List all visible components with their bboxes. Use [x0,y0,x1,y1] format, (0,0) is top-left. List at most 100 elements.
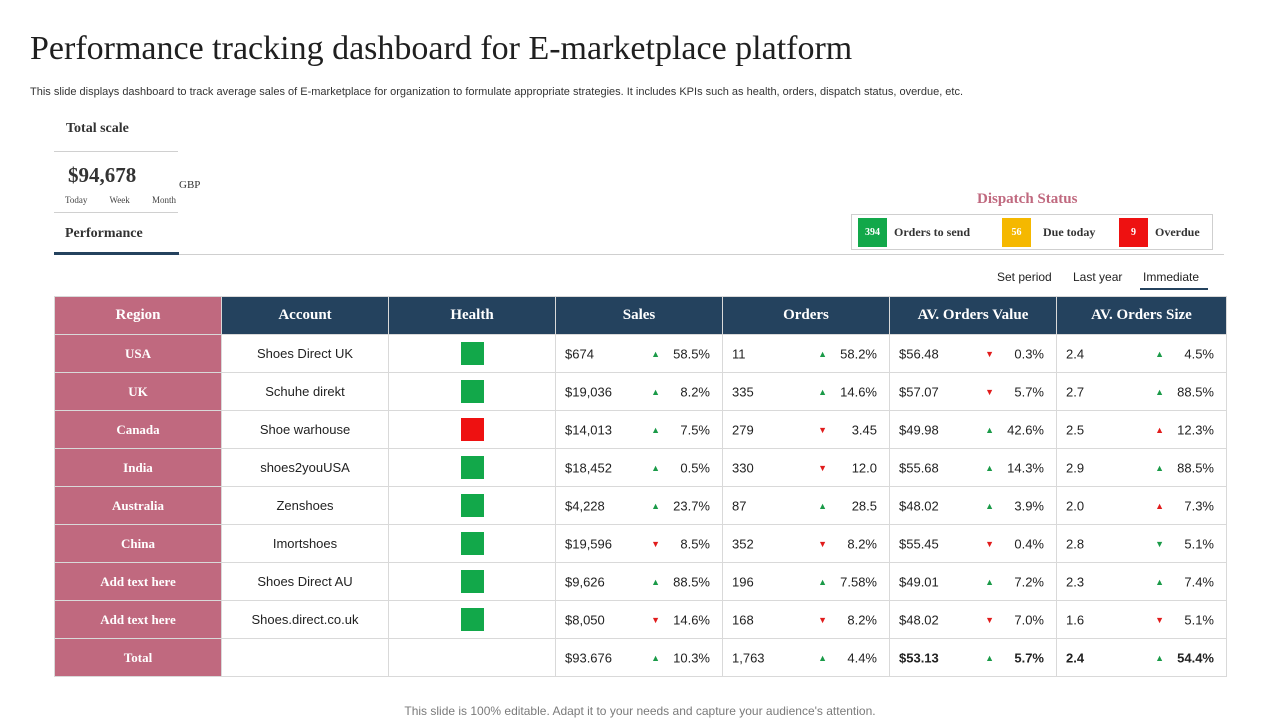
orders-cell: 352 ▼ 8.2% [722,524,890,563]
aov-cell: $49.98 ▲ 42.6% [889,410,1057,449]
column-header-av-orders-size: AV. Orders Size [1056,296,1227,335]
trend-up-icon: ▲ [1155,348,1164,359]
sales-cell: $18,452 ▲ 0.5% [555,448,723,487]
metric-change: 0.4% [1014,536,1044,551]
metric-change: 8.2% [847,536,877,551]
metric-change: 3.9% [1014,498,1044,513]
metric-value: $49.98 [899,422,939,437]
trend-up-icon: ▲ [985,500,994,511]
metric-change: 7.2% [1014,574,1044,589]
dispatch-status-title: Dispatch Status [977,191,1078,207]
health-good-indicator [460,608,484,631]
account-cell: Shoes.direct.co.uk [221,600,389,639]
metric-change: 8.2% [680,384,710,399]
health-good-indicator [460,342,484,365]
table-row: Canada Shoe warhouse $14,013 ▲ 7.5% 279 ▼ 3.45 $… [54,410,1227,449]
health-bad-indicator [460,418,484,441]
metric-value: $9,626 [565,574,605,589]
health-cell [388,562,556,601]
trend-down-icon: ▼ [818,538,827,549]
trend-down-icon: ▼ [985,614,994,625]
aos-cell: 2.3 ▲ 7.4% [1056,562,1227,601]
column-header-health: Health [388,296,556,335]
trend-up-icon: ▲ [651,652,660,663]
metric-change: 14.6% [840,384,877,399]
metric-value: 2.7 [1066,384,1085,399]
region-cell: Total [54,638,222,677]
trend-up-icon: ▲ [818,386,827,397]
metric-value: $55.68 [899,460,939,475]
trend-down-icon: ▼ [651,538,660,549]
aov-cell: $49.01 ▲ 7.2% [889,562,1057,601]
trend-up-icon: ▲ [651,386,660,397]
metric-change: 5.1% [1184,612,1214,627]
sales-cell: $8,050 ▼ 14.6% [555,600,723,639]
metric-value: 87 [732,498,747,513]
region-cell: Canada [54,410,222,449]
metric-change: 42.6% [1007,422,1044,437]
metric-change: 88.5% [1177,460,1214,475]
period-month[interactable]: Month [151,195,176,205]
orders-to-send-badge: 394 [858,218,887,247]
health-good-indicator [460,456,484,479]
region-cell: Add text here [54,600,222,639]
due-today-label: Due today [1043,225,1096,239]
total-scale-periods: Today Week Month [65,195,196,205]
performance-tab[interactable]: Performance [65,226,143,241]
trend-up-icon: ▲ [818,500,827,511]
health-cell [388,372,556,411]
metric-value: $55.45 [899,536,939,551]
metric-change: 8.5% [680,536,710,551]
metric-change: 28.5 [851,498,877,513]
trend-down-icon: ▼ [651,614,660,625]
health-cell [388,410,556,449]
aov-cell: $56.48 ▼ 0.3% [889,334,1057,373]
page-subtitle: This slide displays dashboard to track a… [30,86,964,98]
trend-up-icon: ▲ [985,576,994,587]
metric-value: $19,596 [565,536,612,551]
metric-change: 4.5% [1184,346,1214,361]
health-good-indicator [460,570,484,593]
trend-up-icon: ▲ [651,500,660,511]
tab-set-period[interactable]: Set period [997,270,1052,284]
metric-change: 58.5% [673,346,710,361]
column-header-av-orders-value: AV. Orders Value [889,296,1057,335]
account-cell: Imortshoes [221,524,389,563]
health-good-indicator [460,532,484,555]
metric-value: $93.676 [565,650,612,665]
account-cell: Zenshoes [221,486,389,525]
orders-cell: 11 ▲ 58.2% [722,334,890,373]
total-scale-value: $94,678 [68,163,137,187]
total-scale-currency: GBP [179,179,201,191]
metric-value: $674 [565,346,594,361]
trend-up-icon: ▲ [651,348,660,359]
table-row: Add text here Shoes.direct.co.uk $8,050 ▼ 14… [54,600,1227,639]
metric-change: 4.4% [847,650,877,665]
health-cell [388,524,556,563]
metric-value: 2.9 [1066,460,1085,475]
metric-value: 2.5 [1066,422,1085,437]
trend-up-icon: ▲ [818,652,827,663]
metric-value: $4,228 [565,498,605,513]
divider [54,151,178,152]
trend-down-icon: ▼ [1155,614,1164,625]
metric-change: 12.3% [1177,422,1214,437]
metric-value: $57.07 [899,384,939,399]
tab-immediate[interactable]: Immediate [1143,270,1200,284]
trend-down-icon: ▼ [818,462,827,473]
trend-down-icon: ▼ [985,348,994,359]
trend-down-icon: ▼ [985,386,994,397]
trend-up-icon: ▲ [985,462,994,473]
table-row: USA Shoes Direct UK $674 ▲ 58.5% 11 ▲ 58.2% $56.… [54,334,1227,373]
tab-last-year[interactable]: Last year [1073,270,1123,284]
metric-value: 335 [732,384,754,399]
table-row: Add text here Shoes Direct AU $9,626 ▲ 88.5%… [54,562,1227,601]
period-week[interactable]: Week [109,195,130,205]
performance-tab-underline [54,252,179,255]
region-cell: Add text here [54,562,222,601]
period-today[interactable]: Today [65,195,88,205]
section-divider [54,254,1224,255]
aos-cell: 2.7 ▲ 88.5% [1056,372,1227,411]
region-cell: China [54,524,222,563]
metric-value: 2.0 [1066,498,1085,513]
